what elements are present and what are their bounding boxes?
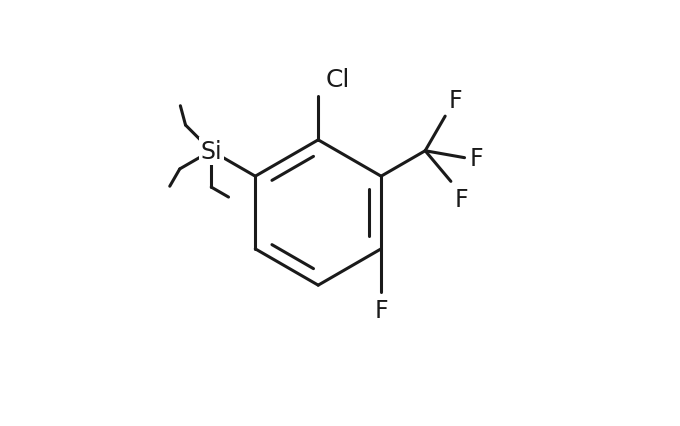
Text: F: F — [449, 89, 462, 113]
Text: Cl: Cl — [326, 68, 350, 92]
Text: F: F — [374, 298, 388, 322]
Text: Si: Si — [201, 139, 222, 163]
Text: F: F — [470, 147, 483, 170]
Text: F: F — [454, 187, 468, 211]
